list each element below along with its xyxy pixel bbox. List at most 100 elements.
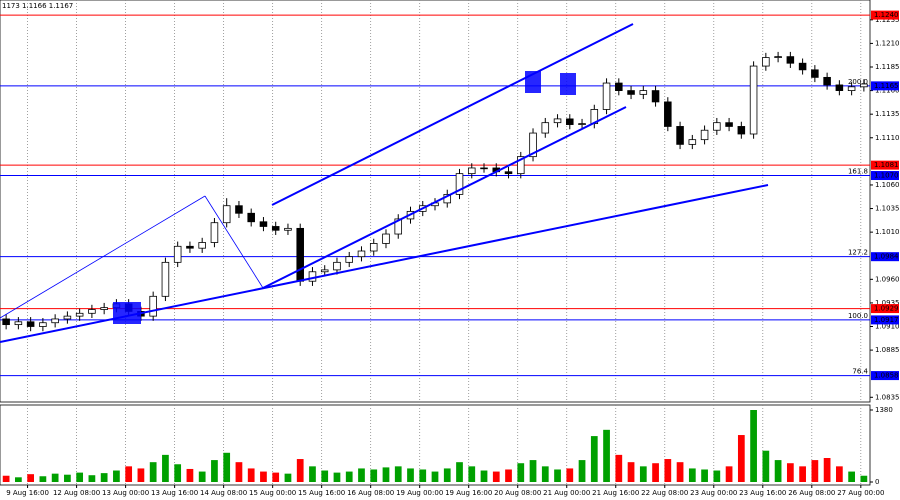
candle-body [357,250,366,258]
volume-bar [174,464,182,482]
y-tick-label: 1.1160 [875,87,900,95]
y-tick-label: 1.1060 [875,181,900,189]
volume-bar [603,429,610,482]
price-level-label: 1.1081 [874,161,899,169]
price-level-label: 1.1240 [874,11,899,19]
candle-body [39,322,47,327]
price-level-tag [871,371,899,381]
x-tick-label: 13 Aug 16:00 [151,489,198,497]
volume-bar [664,459,672,482]
candle-body [308,271,317,282]
candle-body [737,126,746,135]
signal-box [525,71,541,93]
y-tick-label: 1.1035 [875,205,900,213]
volume-bar [566,468,574,482]
y-tick-label: 1.1210 [875,39,900,47]
x-tick-label: 27 Aug 00:00 [837,489,884,497]
y-tick-label: 1.0885 [875,346,900,354]
volume-tick-label: 0 [875,478,879,486]
candle-body [688,139,697,145]
candle-body [639,90,648,95]
volume-bar [762,450,770,482]
x-tick-label: 14 Aug 08:00 [200,489,247,497]
y-tick-label: 1.0835 [875,393,900,401]
volume-bar [554,469,561,482]
candle-body [173,245,182,263]
x-tick-label: 16 Aug 08:00 [347,489,394,497]
volume-bar [737,435,745,482]
channel-line [262,106,627,289]
candle-body [320,269,329,273]
candle-body [296,227,304,282]
volume-bar [615,454,623,482]
y-tick-label: 1.1135 [875,110,900,118]
candle-body [725,122,733,127]
candle-body [271,226,280,231]
volume-bar [786,463,794,482]
volume-bar [443,468,451,482]
price-level-label: 1.0929 [874,305,899,313]
candle-body [259,221,268,227]
volume-bar [541,466,549,482]
volume-bar [774,460,782,482]
x-tick-label: 19 Aug 16:00 [445,489,492,497]
candle-body [529,132,537,158]
candle-body [786,56,795,64]
volume-bar [113,470,120,482]
fib-label: 76.4 [852,368,868,376]
candle-body [235,205,243,214]
candle-body [455,173,464,195]
channel-line [271,23,634,206]
volume-bar [480,470,488,482]
y-tick-label: 1.0910 [875,323,900,331]
volume-bar [333,472,341,482]
volume-bar [394,466,402,482]
volume-bar [76,472,84,482]
volume-bar [260,471,267,482]
price-level-tag [871,304,899,314]
candle-body [860,83,868,88]
volume-bar [235,462,243,482]
volume-bar [652,463,659,482]
candle-body [222,205,231,224]
volume-bar [688,468,696,482]
x-tick-label: 15 Aug 00:00 [249,489,296,497]
price-level-label: 1.0917 [874,316,899,324]
candle-body [749,65,758,135]
candle-body [651,90,660,103]
volume-bar [149,462,157,482]
volume-bar [39,476,47,482]
candle-body [333,261,341,271]
volume-bar [590,436,598,482]
price-level-label: 1.0984 [874,253,899,261]
candle-body [186,245,194,249]
x-tick-label: 12 Aug 08:00 [53,489,100,497]
volume-bar [284,473,292,482]
y-tick-label: 1.1185 [875,63,900,71]
candle-body [553,118,562,124]
volume-bar [627,462,635,482]
volume-bar [345,471,353,482]
volume-bar [211,460,218,482]
price-level-tag [871,171,899,181]
candle-body [369,243,378,252]
candle-body [627,90,635,95]
volume-bar [186,468,194,482]
y-tick-label: 1.1110 [875,134,900,142]
candle-body [247,212,255,223]
volume-bar [407,468,414,482]
volume-bar [370,469,378,482]
candle-body [284,227,292,231]
candle-body [835,84,844,91]
fib-label: 100.0 [848,312,868,320]
volume-bar [505,469,512,482]
candle-body [161,261,170,297]
price-level-label: 1.1070 [874,172,899,180]
signal-box [113,302,141,324]
volume-bar [15,477,22,482]
price-level-tag [871,160,899,170]
volume-bar [296,459,304,482]
candle-body [713,122,721,131]
candle-body [847,86,856,91]
